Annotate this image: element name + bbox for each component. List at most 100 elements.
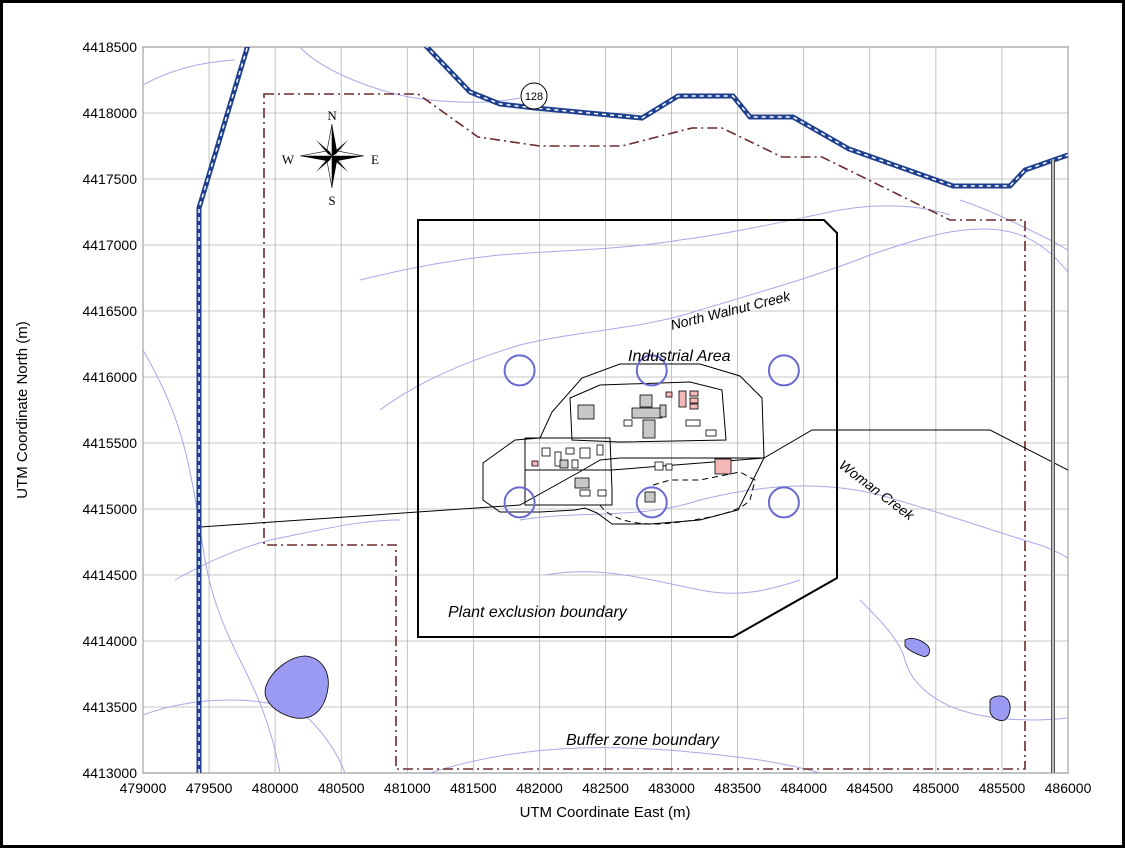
pond-small-2 <box>989 695 1011 721</box>
x-axis-ticks: 479000 479500 480000 480500 481000 481500 4820… <box>120 780 1092 796</box>
compass-n: N <box>327 108 337 123</box>
building <box>644 491 656 503</box>
pond-small-1 <box>904 638 930 657</box>
creek-upper <box>359 205 951 281</box>
x-tick-label: 481000 <box>384 780 431 796</box>
y-tick-label: 4415500 <box>82 435 137 451</box>
building <box>623 419 633 427</box>
compass-w: W <box>282 152 295 167</box>
x-tick-label: 484500 <box>846 780 893 796</box>
x-tick-label: 481500 <box>450 780 497 796</box>
building <box>541 447 551 457</box>
building <box>705 429 717 437</box>
industrial-area <box>482 363 765 525</box>
x-tick-label: 479500 <box>186 780 233 796</box>
monitoring-site-circle <box>767 354 800 387</box>
building-highlight <box>531 460 539 467</box>
building <box>654 461 664 471</box>
creek-left-1 <box>143 349 281 773</box>
compass-e: E <box>371 152 379 167</box>
industrial-inner-west <box>524 437 613 506</box>
y-tick-label: 4417500 <box>82 171 137 187</box>
building <box>579 447 591 459</box>
x-tick-label: 479000 <box>120 780 167 796</box>
building <box>665 463 673 471</box>
building <box>571 459 579 469</box>
building <box>554 451 562 467</box>
y-tick-label: 4416500 <box>82 303 137 319</box>
x-axis-title: UTM Coordinate East (m) <box>520 804 691 821</box>
monitoring-site-circle <box>503 486 536 519</box>
creek-top-right <box>959 199 1068 251</box>
building <box>565 447 575 455</box>
building <box>577 404 595 420</box>
x-tick-label: 484000 <box>780 780 827 796</box>
building-highlight <box>678 390 687 408</box>
route-128-marker: 128 <box>520 82 548 110</box>
building <box>639 394 653 408</box>
building <box>574 477 590 489</box>
x-tick-label: 480000 <box>252 780 299 796</box>
compass-rose: N S E W <box>282 108 379 208</box>
gridlines <box>142 46 1069 774</box>
x-tick-label: 482500 <box>582 780 629 796</box>
roads <box>196 47 1068 773</box>
building <box>685 419 701 427</box>
building-highlight <box>665 391 673 398</box>
pond-large <box>264 655 329 719</box>
industrial-road <box>525 457 765 471</box>
monitoring-site-circle <box>635 486 668 519</box>
y-tick-label: 4413500 <box>82 699 137 715</box>
creek-bottom <box>429 747 821 773</box>
y-tick-label: 4418000 <box>82 105 137 121</box>
x-tick-label: 485000 <box>912 780 959 796</box>
industrial-dashed <box>599 471 756 525</box>
creek-north-walnut <box>379 228 1068 411</box>
monitoring-site-circle <box>503 354 536 387</box>
building-highlight <box>689 390 699 397</box>
label-industrial-area: Industrial Area <box>628 348 731 365</box>
building <box>597 489 607 497</box>
x-tick-label: 483500 <box>714 780 761 796</box>
buildings <box>531 390 732 503</box>
building <box>559 459 569 469</box>
y-tick-label: 4416000 <box>82 369 137 385</box>
building-highlight <box>689 403 699 410</box>
y-tick-label: 4415000 <box>82 501 137 517</box>
creek-right-bottom <box>859 599 1068 721</box>
building <box>631 407 663 419</box>
y-tick-label: 4414000 <box>82 633 137 649</box>
building <box>642 419 656 439</box>
building <box>579 489 591 497</box>
y-axis-ticks: 4413000 4413500 4414000 4414500 4415000 44155… <box>82 39 137 781</box>
plant-exclusion-boundary <box>417 219 838 638</box>
monitoring-sites <box>503 354 800 519</box>
building <box>596 444 604 456</box>
buffer-zone-boundary <box>263 93 1026 770</box>
building <box>659 404 667 418</box>
creek-mid <box>544 571 801 594</box>
building-highlight <box>689 397 699 404</box>
x-tick-label: 480500 <box>318 780 365 796</box>
y-tick-label: 4418500 <box>82 39 137 55</box>
road-west <box>196 47 251 773</box>
x-tick-label: 483000 <box>648 780 695 796</box>
y-tick-label: 4417000 <box>82 237 137 253</box>
y-axis-title: UTM Coordinate North (m) <box>14 321 31 499</box>
monitoring-site-circle <box>767 486 800 519</box>
creek-woman <box>519 485 1068 559</box>
x-tick-label: 486000 <box>1045 780 1092 796</box>
x-tick-label: 482000 <box>516 780 563 796</box>
creek-left-2 <box>174 519 401 581</box>
utility-line <box>199 429 1068 528</box>
y-tick-label: 4414500 <box>82 567 137 583</box>
creek-top-left <box>143 59 236 86</box>
route-128-label: 128 <box>525 91 543 103</box>
label-plant-exclusion-boundary: Plant exclusion boundary <box>448 604 628 621</box>
road-128 <box>423 47 1068 189</box>
monitoring-site-circle <box>635 354 668 387</box>
y-tick-label: 4413000 <box>82 765 137 781</box>
label-buffer-zone-boundary: Buffer zone boundary <box>566 732 720 749</box>
